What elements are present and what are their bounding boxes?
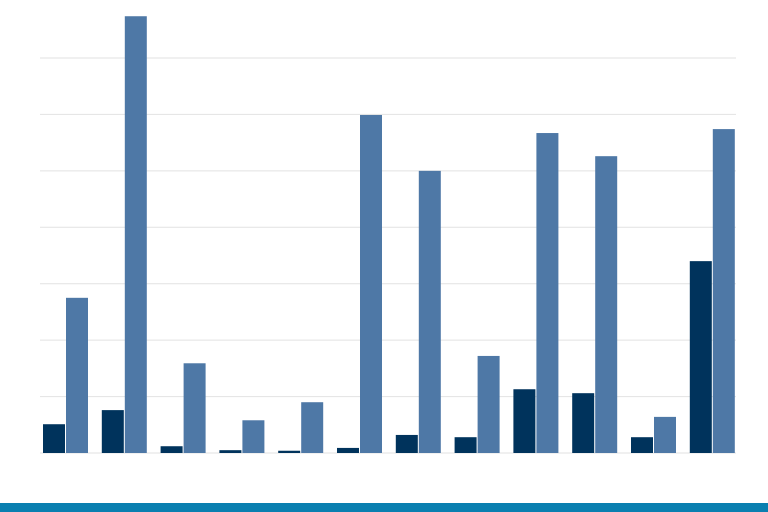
bar (219, 450, 242, 453)
bar (160, 446, 183, 453)
footer-bar (0, 503, 768, 512)
bar (572, 393, 595, 453)
bar (337, 447, 359, 453)
bar (477, 355, 500, 453)
bar (712, 129, 735, 453)
bar (536, 133, 559, 453)
bar (242, 420, 265, 453)
bar (183, 363, 206, 453)
bar (278, 450, 301, 453)
bar (513, 389, 536, 453)
bar (301, 402, 324, 453)
bar (66, 297, 88, 453)
bar (101, 410, 124, 453)
bar (360, 114, 382, 453)
bar (689, 261, 712, 453)
bar (124, 16, 147, 453)
bar (418, 170, 441, 453)
bar (43, 424, 65, 453)
bar (631, 437, 653, 453)
bar (654, 416, 676, 453)
bar (395, 434, 418, 453)
bar (454, 437, 477, 453)
bar (595, 156, 618, 453)
